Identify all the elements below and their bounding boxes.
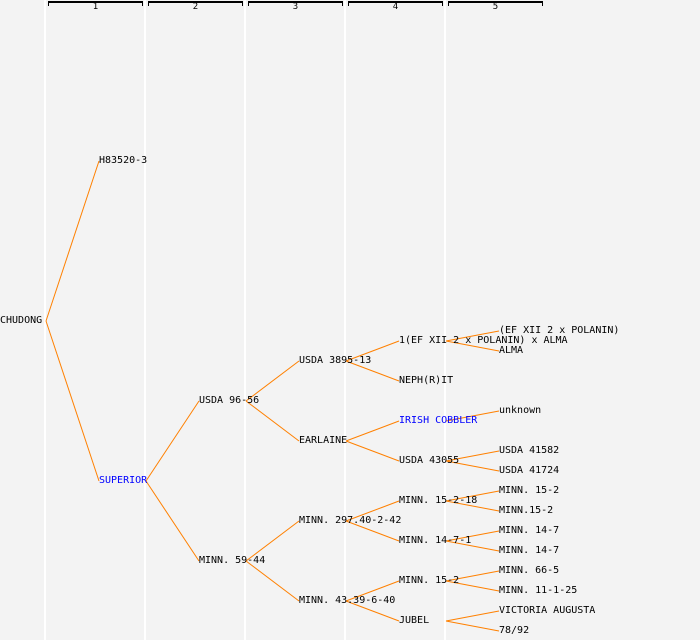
pedigree-connector [145, 480, 200, 562]
pedigree-node-link[interactable]: IRISH COBBLER [399, 415, 478, 426]
pedigree-connector [345, 360, 400, 382]
pedigree-connector [445, 330, 500, 342]
pedigree-connector [445, 450, 500, 462]
pedigree-connector [345, 520, 400, 542]
pedigree-node: USDA 96-56 [199, 395, 260, 406]
pedigree-node: EARLAINE [299, 435, 348, 446]
column-separator [144, 0, 146, 640]
pedigree-connector [445, 540, 500, 552]
pedigree-node: MINN. 15-2 [499, 485, 560, 496]
column-separator [344, 0, 346, 640]
generation-header-4: 4 [348, 1, 443, 12]
pedigree-connector [345, 440, 400, 462]
generation-label: 4 [392, 2, 399, 12]
pedigree-connector [445, 490, 500, 502]
generation-header-2: 2 [148, 1, 243, 12]
pedigree-node: MINN. 14-7 [499, 525, 560, 536]
pedigree-node: MINN. 297.40-2-42 [299, 515, 402, 526]
pedigree-connector [445, 580, 500, 592]
pedigree-node: MINN. 43.39-6-40 [299, 595, 396, 606]
pedigree-connector [345, 340, 400, 362]
pedigree-connector [345, 420, 400, 442]
generation-label: 1 [92, 2, 99, 12]
pedigree-connector [45, 160, 100, 322]
generation-header-5: 5 [448, 1, 543, 12]
pedigree-node: MINN.15-2 [499, 505, 554, 516]
pedigree-node: USDA 43055 [399, 455, 460, 466]
pedigree-node: CHUDONG [0, 315, 43, 326]
generation-header-3: 3 [248, 1, 343, 12]
pedigree-connector [345, 500, 400, 522]
pedigree-node: MINN. 59-44 [199, 555, 266, 566]
pedigree-connector [445, 460, 500, 472]
generation-label: 2 [192, 2, 199, 12]
pedigree-connector [445, 340, 500, 352]
pedigree-connector [245, 360, 300, 402]
pedigree-node: JUBEL [399, 615, 430, 626]
pedigree-connector [145, 400, 200, 482]
pedigree-node: ALMA [499, 345, 524, 356]
pedigree-connector [445, 610, 500, 622]
pedigree-node: 1(EF XII 2 x POLANIN) x ALMA [399, 335, 568, 346]
pedigree-node: NEPH(R)IT [399, 375, 454, 386]
pedigree-connector [445, 500, 500, 512]
pedigree-connector [345, 600, 400, 622]
pedigree-node: MINN. 14-7 [499, 545, 560, 556]
column-separator [244, 0, 246, 640]
pedigree-node: MINN. 66-5 [499, 565, 560, 576]
generation-header-1: 1 [48, 1, 143, 12]
pedigree-connector [45, 320, 100, 482]
pedigree-node: MINN. 14-7-1 [399, 535, 472, 546]
pedigree-node-link[interactable]: SUPERIOR [99, 475, 148, 486]
generation-label: 5 [492, 2, 499, 12]
pedigree-connector [245, 400, 300, 442]
generation-label: 3 [292, 2, 299, 12]
pedigree-connector [445, 410, 500, 422]
pedigree-connector [245, 520, 300, 562]
pedigree-node: MINN. 15-2 [399, 575, 460, 586]
pedigree-node: VICTORIA AUGUSTA [499, 605, 596, 616]
pedigree-node: (EF XII 2 x POLANIN) [499, 325, 620, 336]
pedigree-node: MINN. 11-1-25 [499, 585, 578, 596]
pedigree-node: 78/92 [499, 625, 530, 636]
pedigree-node: unknown [499, 405, 542, 416]
column-separator [444, 0, 446, 640]
pedigree-connector [345, 580, 400, 602]
pedigree-connector [445, 570, 500, 582]
pedigree-connector [445, 530, 500, 542]
pedigree-node: USDA 3895-13 [299, 355, 372, 366]
pedigree-node: MINN. 15-2-18 [399, 495, 478, 506]
pedigree-node: USDA 41582 [499, 445, 560, 456]
pedigree-node: USDA 41724 [499, 465, 560, 476]
pedigree-node: H83520-3 [99, 155, 148, 166]
column-separator [44, 0, 46, 640]
pedigree-connector [445, 620, 500, 632]
pedigree-connector [245, 560, 300, 602]
